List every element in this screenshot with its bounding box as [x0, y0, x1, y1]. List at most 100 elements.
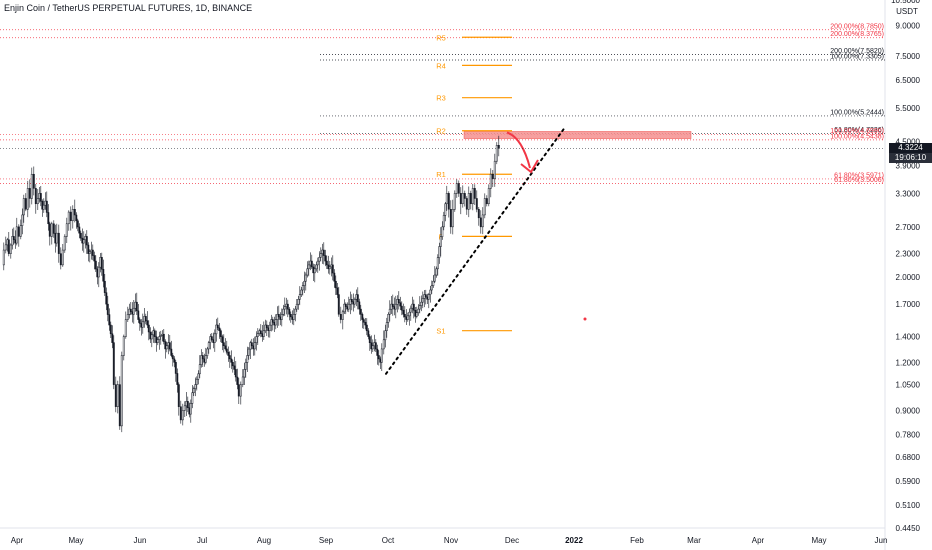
candle-body: [39, 193, 42, 202]
candle-body: [63, 236, 66, 251]
pivot-label: R5: [436, 33, 446, 42]
candle-body: [336, 287, 339, 295]
candle-body: [322, 249, 325, 256]
candle-body: [368, 336, 371, 343]
candle-body: [224, 345, 227, 350]
candle-body: [59, 253, 62, 266]
candle-body: [231, 362, 234, 367]
fib-level-label: 200.00%(8.3765): [830, 31, 884, 38]
candle-body: [253, 342, 256, 350]
x-tick-label: Aug: [257, 536, 271, 545]
pivot-label: S1: [436, 327, 445, 336]
candle-body: [438, 246, 441, 258]
candle-body: [334, 280, 337, 289]
candle-body: [414, 309, 417, 317]
candle-body: [108, 314, 111, 326]
candle-body: [256, 333, 259, 337]
candle-body: [234, 369, 237, 378]
candle-body: [249, 342, 252, 350]
candle-body: [93, 255, 96, 262]
candle-body: [126, 314, 129, 320]
candle-body: [276, 314, 279, 320]
candle-body: [330, 264, 333, 268]
candle-body: [186, 401, 189, 408]
candle-body: [22, 198, 25, 216]
candle-body: [32, 173, 35, 189]
y-tick-label: 0.5900: [896, 477, 921, 486]
candle-body: [294, 308, 297, 315]
candle-body: [356, 294, 359, 303]
candle-body: [265, 324, 268, 329]
candle-body: [473, 188, 476, 199]
candle-body: [88, 251, 91, 254]
candle-body: [45, 200, 48, 213]
y-tick-label: 1.7000: [896, 300, 921, 309]
candle-body: [321, 249, 324, 254]
candle-body: [370, 342, 373, 350]
candle-body: [90, 249, 93, 253]
candle-body: [247, 348, 250, 356]
y-tick-label: 6.5000: [896, 76, 921, 85]
fib-level-label: 100.00%(7.3305): [830, 54, 884, 61]
y-tick-label: 4.5000: [896, 138, 921, 147]
candle-body: [230, 358, 233, 363]
candle-body: [135, 301, 138, 312]
candle-body: [252, 345, 255, 350]
candle-body: [15, 226, 18, 244]
candle-body: [307, 264, 310, 270]
y-tick-label: 2.7000: [896, 223, 921, 232]
candle-body: [319, 253, 322, 258]
candle-body: [399, 302, 402, 307]
x-tick-label: Jun: [875, 536, 888, 545]
candle-body: [459, 193, 462, 205]
candle-body: [116, 384, 119, 407]
x-tick-label: Sep: [319, 536, 334, 545]
candle-body: [85, 236, 88, 246]
candle-body: [432, 280, 435, 286]
candle-body: [479, 217, 482, 228]
candle-body: [350, 299, 353, 302]
candle-body: [168, 342, 171, 350]
candle-body: [426, 296, 429, 300]
candle-body: [177, 384, 180, 407]
y-tick-label: 1.4000: [896, 333, 921, 342]
candle-body: [197, 373, 200, 380]
fib-level-label: 200.00%(7.5820): [830, 48, 884, 55]
candle-body: [215, 324, 218, 335]
candle-body: [358, 301, 361, 310]
y-tick-label: 9.0000: [896, 22, 921, 31]
candle-body: [439, 236, 442, 247]
candle-body: [325, 260, 328, 266]
candle-body: [79, 232, 82, 239]
candle-body: [158, 336, 161, 340]
candle-body: [218, 327, 221, 331]
candle-body: [355, 294, 358, 300]
x-tick-label: May: [811, 536, 826, 545]
candle-body: [341, 311, 344, 320]
x-tick-label: Oct: [382, 536, 395, 545]
y-tick-label: 10.5000: [891, 0, 920, 5]
candle-body: [393, 306, 396, 310]
candle-body: [176, 373, 179, 385]
candle-body: [377, 355, 380, 360]
candle-body: [61, 249, 64, 266]
last-price-value: 4.3224: [898, 143, 923, 152]
candle-body: [449, 209, 452, 228]
candle-body: [124, 319, 127, 337]
candle-body: [222, 342, 225, 347]
candle-body: [388, 308, 391, 315]
candle-body: [461, 193, 464, 205]
candle-body: [491, 173, 494, 180]
candle-body: [50, 223, 53, 237]
candle-body: [47, 212, 50, 225]
candle-body: [138, 319, 141, 324]
candle-body: [209, 336, 212, 343]
candle-body: [487, 188, 490, 205]
candle-body: [421, 298, 424, 303]
candle-body: [361, 314, 364, 320]
x-tick-label: Jul: [197, 536, 207, 545]
candle-body: [170, 348, 173, 356]
pivot-label: R1: [436, 170, 446, 179]
candle-body: [344, 303, 347, 307]
